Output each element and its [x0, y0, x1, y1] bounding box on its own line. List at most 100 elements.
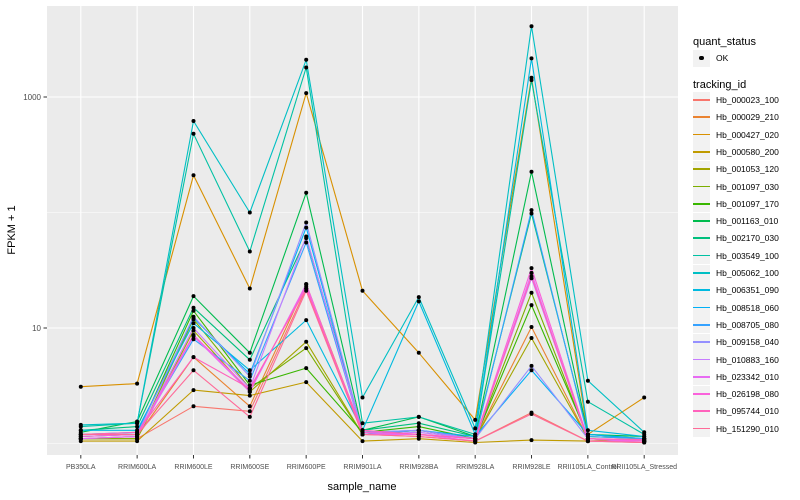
legend-item-Hb_008705_080: Hb_008705_080 — [693, 316, 779, 334]
data-point — [78, 422, 83, 427]
legend-item-Hb_001097_170: Hb_001097_170 — [693, 195, 779, 213]
series-color-line — [693, 185, 710, 188]
legend-item-label: Hb_026198_080 — [716, 389, 779, 400]
legend-item-label: Hb_002170_030 — [716, 233, 779, 244]
series-color-line — [693, 306, 710, 309]
data-point — [529, 24, 534, 29]
legend-item-label: Hb_001163_010 — [716, 216, 779, 227]
series-color-line — [693, 427, 710, 430]
data-point — [304, 240, 309, 245]
line-swatch-icon — [693, 299, 710, 317]
x-tick-label: RRIM928LE — [512, 464, 550, 471]
legend-item-label: Hb_003549_100 — [716, 250, 779, 261]
data-point — [304, 380, 309, 385]
data-point — [585, 428, 590, 433]
data-point — [247, 368, 252, 373]
legend-item-Hb_026198_080: Hb_026198_080 — [693, 385, 779, 403]
legend-item-Hb_000023_100: Hb_000023_100 — [693, 91, 779, 109]
legend-item-Hb_000029_210: Hb_000029_210 — [693, 108, 779, 126]
data-point — [529, 78, 534, 83]
x-tick-label: RRIM901LA — [343, 464, 381, 471]
line-swatch-icon — [693, 126, 710, 144]
data-point — [191, 294, 196, 299]
data-point — [247, 249, 252, 254]
data-point — [529, 412, 534, 416]
legend-item-label: Hb_000427_020 — [716, 129, 779, 140]
y-axis-title: FPKM + 1 — [6, 205, 18, 254]
data-point — [585, 378, 590, 383]
data-point — [247, 378, 252, 383]
data-point — [304, 346, 309, 351]
data-point — [360, 288, 365, 293]
data-point — [304, 288, 309, 293]
data-point — [135, 424, 140, 429]
series-color-line — [693, 358, 710, 361]
data-point — [360, 432, 365, 437]
data-point — [416, 350, 421, 355]
ok-point-glyph — [699, 55, 704, 61]
series-color-line — [693, 133, 710, 136]
data-point — [304, 91, 309, 96]
x-tick-label: RRII105LA_Stressed — [611, 464, 677, 471]
legend-item-label: Hb_008518_060 — [716, 302, 779, 313]
data-point — [191, 173, 196, 178]
legend-item-label: Hb_000029_210 — [716, 112, 779, 123]
data-point — [78, 428, 83, 433]
data-point — [191, 337, 196, 342]
legend-item-label: Hb_000580_200 — [716, 146, 779, 157]
line-swatch-icon — [693, 281, 710, 299]
series-color-line — [693, 116, 710, 119]
data-point — [642, 437, 647, 442]
data-point — [529, 368, 534, 373]
data-point — [416, 424, 421, 429]
series-color-line — [693, 272, 710, 274]
data-point-layer — [78, 24, 647, 445]
line-swatch-icon — [693, 178, 710, 195]
legend-item-Hb_001097_030: Hb_001097_030 — [693, 178, 779, 195]
data-point — [473, 417, 478, 422]
series-color-line — [693, 150, 710, 153]
data-point — [304, 220, 309, 225]
x-tick-label: RRIM928LA — [456, 464, 494, 471]
line-swatch-icon — [693, 351, 710, 368]
series-color-line — [693, 237, 710, 240]
data-point — [304, 339, 309, 344]
data-point — [191, 314, 196, 319]
data-point — [529, 266, 534, 271]
data-point — [304, 57, 309, 62]
data-point — [304, 234, 309, 239]
data-point — [191, 131, 196, 136]
data-point — [191, 321, 196, 326]
data-point — [191, 355, 196, 360]
legend-item-Hb_001163_010: Hb_001163_010 — [693, 212, 779, 230]
y-tick-label: 1000 — [23, 93, 41, 102]
legend-item-Hb_008518_060: Hb_008518_060 — [693, 299, 779, 317]
x-tick-label: RRII105LA_Control — [558, 464, 619, 471]
legend-item-Hb_023342_010: Hb_023342_010 — [693, 368, 779, 386]
axis-tick-label-layer: PB350LA RRIM600LA RRIM600LE RRIM600SE RRIM60… — [23, 93, 677, 471]
data-point — [247, 374, 252, 379]
legend-title-quant-status: quant_status — [693, 36, 756, 48]
line-swatch-icon — [693, 160, 710, 178]
x-tick-label: RRIM600SE — [230, 464, 269, 471]
legend-item-label: Hb_006351_090 — [716, 285, 779, 296]
data-point — [304, 225, 309, 230]
series-color-line — [693, 323, 710, 326]
legend-item-label: Hb_009158_040 — [716, 337, 779, 348]
data-point — [585, 399, 590, 404]
legend-item-label: Hb_008705_080 — [716, 319, 779, 330]
data-point — [191, 308, 196, 313]
series-color-line — [693, 254, 710, 257]
data-point — [529, 270, 534, 275]
series-color-line — [693, 289, 710, 292]
legend-item-Hb_003549_100: Hb_003549_100 — [693, 247, 779, 265]
legend-item-Hb_001053_120: Hb_001053_120 — [693, 160, 779, 178]
data-point — [529, 363, 534, 368]
legend-item-label: Hb_001097_030 — [716, 181, 779, 192]
data-point — [247, 383, 252, 388]
legend-item-label: OK — [716, 53, 729, 63]
series-color-line — [693, 393, 710, 395]
legend-item-label: Hb_095744_010 — [716, 406, 779, 417]
legend-item-Hb_095744_010: Hb_095744_010 — [693, 402, 779, 420]
